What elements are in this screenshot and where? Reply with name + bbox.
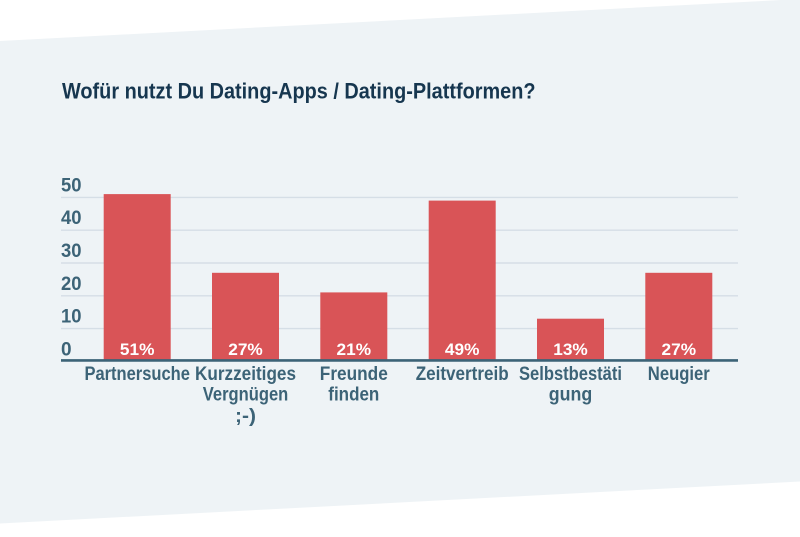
svg-text:49%: 49% <box>445 340 480 359</box>
svg-text:;-): ;-) <box>235 406 256 427</box>
svg-text:finden: finden <box>328 385 379 406</box>
svg-text:Neugier: Neugier <box>648 364 711 385</box>
svg-text:Freunde: Freunde <box>320 364 388 385</box>
svg-text:Kurzzeitiges: Kurzzeitiges <box>195 364 296 385</box>
svg-text:gung: gung <box>549 385 593 406</box>
svg-text:Partnersuche: Partnersuche <box>84 364 190 385</box>
svg-text:51%: 51% <box>120 340 155 359</box>
svg-text:Vergnügen: Vergnügen <box>203 385 289 406</box>
svg-text:13%: 13% <box>553 340 588 359</box>
svg-text:21%: 21% <box>337 340 372 359</box>
svg-text:Selbstbestäti: Selbstbestäti <box>519 364 622 385</box>
svg-text:10: 10 <box>61 307 82 328</box>
svg-text:Wofür nutzt Du Dating-Apps / D: Wofür nutzt Du Dating-Apps / Dating-Plat… <box>62 79 536 104</box>
svg-text:27%: 27% <box>662 340 697 359</box>
svg-text:Zeitvertreib: Zeitvertreib <box>416 364 509 385</box>
svg-text:40: 40 <box>61 208 82 229</box>
svg-text:27%: 27% <box>228 340 263 359</box>
svg-text:0: 0 <box>61 339 72 360</box>
svg-text:20: 20 <box>61 274 82 295</box>
svg-text:50: 50 <box>61 175 82 196</box>
svg-text:30: 30 <box>61 241 82 262</box>
